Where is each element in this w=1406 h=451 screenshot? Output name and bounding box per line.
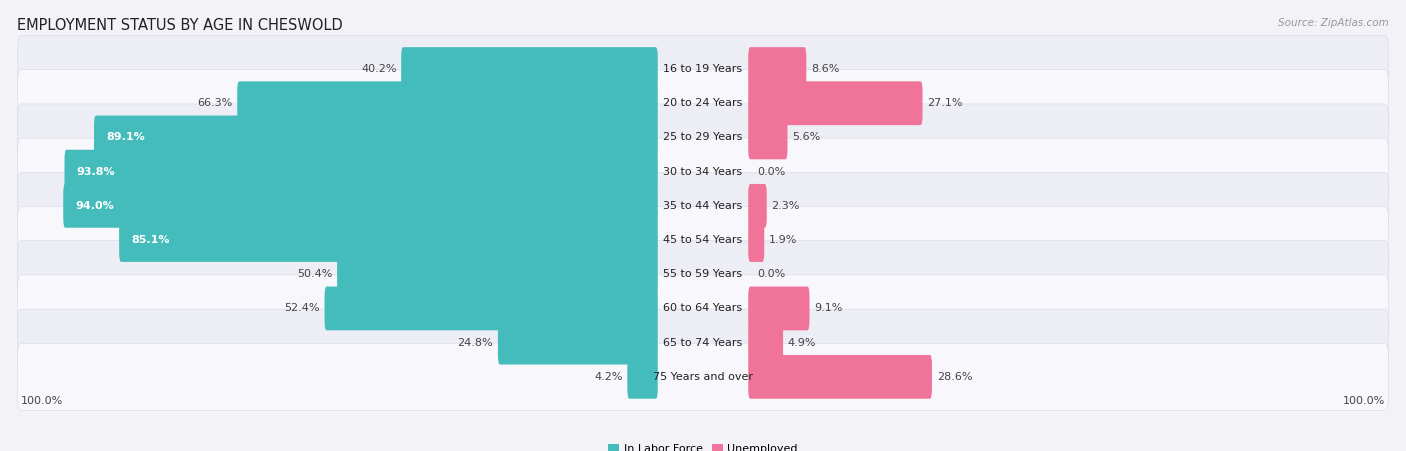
Text: 0.0%: 0.0% [756, 269, 786, 279]
Text: 27.1%: 27.1% [928, 98, 963, 108]
Text: 24.8%: 24.8% [457, 338, 494, 348]
Text: 28.6%: 28.6% [936, 372, 972, 382]
Text: 94.0%: 94.0% [76, 201, 114, 211]
FancyBboxPatch shape [748, 184, 766, 228]
FancyBboxPatch shape [120, 218, 658, 262]
Text: 65 to 74 Years: 65 to 74 Years [664, 338, 742, 348]
Text: 5.6%: 5.6% [792, 133, 821, 143]
Text: 20 to 24 Years: 20 to 24 Years [664, 98, 742, 108]
FancyBboxPatch shape [337, 253, 658, 296]
Text: 100.0%: 100.0% [1343, 396, 1385, 406]
Text: 35 to 44 Years: 35 to 44 Years [664, 201, 742, 211]
FancyBboxPatch shape [17, 207, 1389, 274]
Text: 100.0%: 100.0% [21, 396, 63, 406]
FancyBboxPatch shape [238, 81, 658, 125]
FancyBboxPatch shape [17, 309, 1389, 376]
FancyBboxPatch shape [748, 81, 922, 125]
Text: EMPLOYMENT STATUS BY AGE IN CHESWOLD: EMPLOYMENT STATUS BY AGE IN CHESWOLD [17, 18, 343, 33]
FancyBboxPatch shape [17, 275, 1389, 342]
FancyBboxPatch shape [627, 355, 658, 399]
Text: 4.2%: 4.2% [595, 372, 623, 382]
Text: 40.2%: 40.2% [361, 64, 396, 74]
Text: 2.3%: 2.3% [772, 201, 800, 211]
Text: 75 Years and over: 75 Years and over [652, 372, 754, 382]
Text: 89.1%: 89.1% [107, 133, 145, 143]
Text: 9.1%: 9.1% [814, 304, 842, 313]
Text: 4.9%: 4.9% [787, 338, 817, 348]
Text: Source: ZipAtlas.com: Source: ZipAtlas.com [1278, 18, 1389, 28]
FancyBboxPatch shape [748, 355, 932, 399]
FancyBboxPatch shape [17, 36, 1389, 102]
FancyBboxPatch shape [498, 321, 658, 364]
Text: 25 to 29 Years: 25 to 29 Years [664, 133, 742, 143]
FancyBboxPatch shape [17, 104, 1389, 171]
Text: 0.0%: 0.0% [756, 166, 786, 177]
Text: 16 to 19 Years: 16 to 19 Years [664, 64, 742, 74]
Text: 55 to 59 Years: 55 to 59 Years [664, 269, 742, 279]
FancyBboxPatch shape [17, 172, 1389, 239]
FancyBboxPatch shape [17, 70, 1389, 137]
FancyBboxPatch shape [17, 241, 1389, 308]
FancyBboxPatch shape [748, 218, 765, 262]
Legend: In Labor Force, Unemployed: In Labor Force, Unemployed [603, 439, 803, 451]
Text: 8.6%: 8.6% [811, 64, 839, 74]
FancyBboxPatch shape [748, 286, 810, 330]
Text: 30 to 34 Years: 30 to 34 Years [664, 166, 742, 177]
FancyBboxPatch shape [65, 150, 658, 193]
Text: 1.9%: 1.9% [769, 235, 797, 245]
Text: 66.3%: 66.3% [197, 98, 232, 108]
FancyBboxPatch shape [748, 115, 787, 159]
Text: 93.8%: 93.8% [77, 166, 115, 177]
FancyBboxPatch shape [17, 343, 1389, 410]
FancyBboxPatch shape [325, 286, 658, 330]
Text: 52.4%: 52.4% [284, 304, 319, 313]
Text: 50.4%: 50.4% [297, 269, 332, 279]
FancyBboxPatch shape [401, 47, 658, 91]
Text: 60 to 64 Years: 60 to 64 Years [664, 304, 742, 313]
FancyBboxPatch shape [748, 321, 783, 364]
FancyBboxPatch shape [63, 184, 658, 228]
FancyBboxPatch shape [94, 115, 658, 159]
Text: 85.1%: 85.1% [131, 235, 170, 245]
FancyBboxPatch shape [17, 138, 1389, 205]
FancyBboxPatch shape [748, 47, 806, 91]
Text: 45 to 54 Years: 45 to 54 Years [664, 235, 742, 245]
